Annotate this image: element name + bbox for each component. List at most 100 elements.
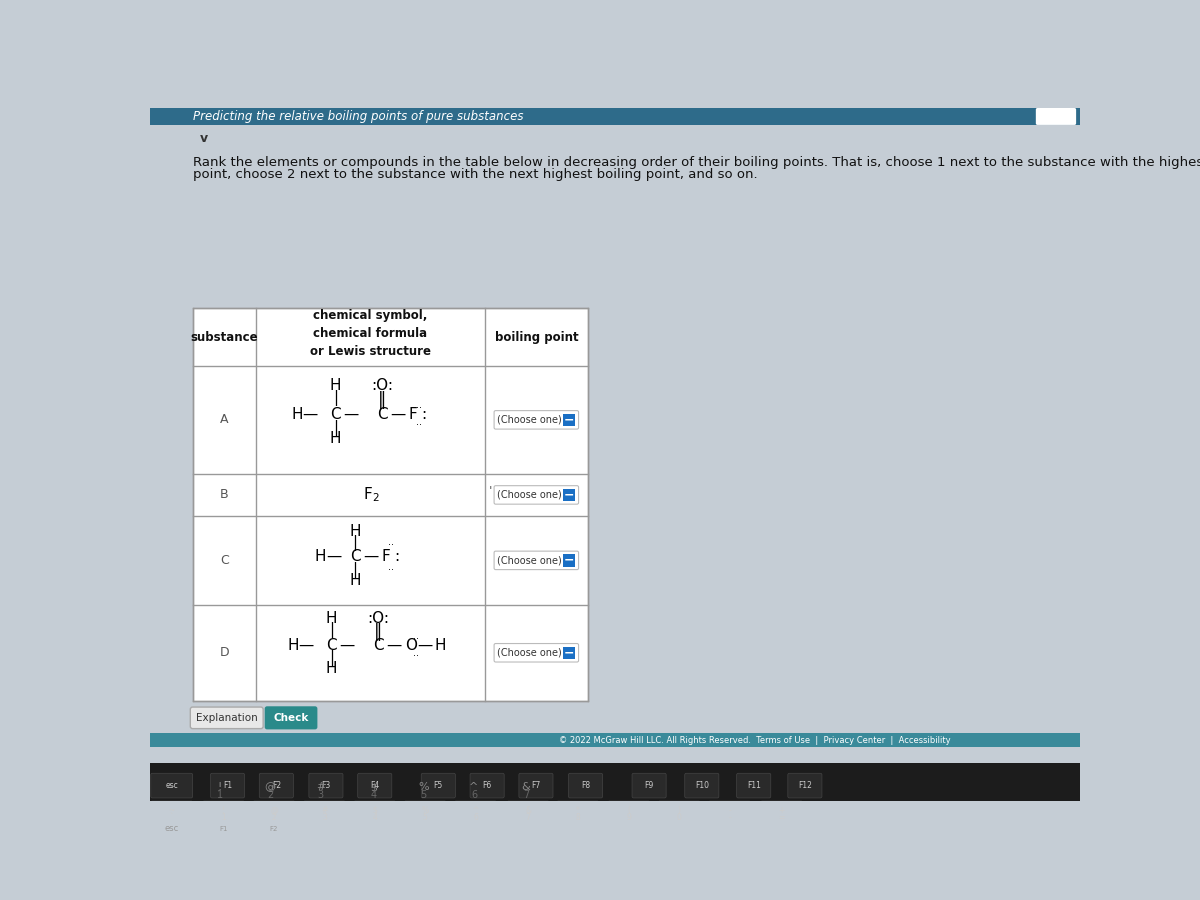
Text: 6: 6 (470, 790, 478, 800)
Text: H: H (349, 525, 361, 539)
Text: esc: esc (164, 824, 179, 833)
Text: |: | (334, 419, 338, 436)
Bar (563, 646, 576, 659)
Text: H: H (326, 610, 337, 626)
Text: Explanation: Explanation (196, 713, 258, 723)
Text: |: | (353, 562, 358, 578)
Text: :O:: :O: (367, 610, 389, 626)
FancyBboxPatch shape (203, 801, 245, 825)
Text: —: — (343, 407, 359, 422)
Text: Rank the elements or compounds in the table below in decreasing order of their b: Rank the elements or compounds in the ta… (193, 156, 1200, 168)
Text: C: C (349, 549, 360, 564)
Text: !: ! (217, 782, 222, 792)
Text: −: − (564, 489, 575, 501)
FancyBboxPatch shape (354, 801, 396, 825)
Text: ..: .. (389, 537, 395, 547)
Text: :: : (421, 407, 426, 422)
FancyBboxPatch shape (210, 773, 245, 798)
Text: 6: 6 (473, 813, 478, 822)
Text: 5: 5 (422, 813, 427, 822)
Text: 2: 2 (266, 790, 274, 800)
FancyBboxPatch shape (259, 773, 293, 798)
Text: @: @ (270, 806, 278, 814)
Text: —: — (302, 407, 318, 422)
Bar (193, 308, 588, 701)
Bar (150, 762, 1080, 801)
Text: 3: 3 (318, 790, 324, 800)
Text: —: — (386, 637, 401, 652)
Text: —: — (299, 637, 313, 652)
FancyBboxPatch shape (659, 801, 701, 825)
Text: F: F (409, 407, 418, 422)
Text: H: H (314, 549, 326, 564)
Text: v: v (200, 132, 209, 145)
FancyBboxPatch shape (494, 644, 578, 662)
Text: 9: 9 (626, 813, 631, 822)
FancyBboxPatch shape (308, 773, 343, 798)
FancyBboxPatch shape (557, 801, 599, 825)
Bar (563, 414, 576, 426)
FancyBboxPatch shape (494, 551, 578, 570)
Text: (Choose one): (Choose one) (497, 648, 562, 658)
Text: :O:: :O: (371, 379, 394, 393)
Text: F7: F7 (532, 781, 540, 790)
Text: 5: 5 (420, 790, 427, 800)
Text: -: - (728, 806, 731, 814)
Text: F8: F8 (581, 781, 590, 790)
Text: ^: ^ (473, 806, 479, 814)
Text: F: F (364, 488, 372, 502)
Text: 1: 1 (217, 790, 223, 800)
Text: |: | (353, 536, 358, 552)
Text: —: — (362, 549, 378, 564)
Bar (563, 554, 576, 566)
Text: :: : (395, 549, 400, 564)
Text: F2: F2 (270, 825, 278, 832)
Text: %: % (421, 806, 428, 814)
FancyBboxPatch shape (569, 773, 602, 798)
Text: (: ( (628, 806, 630, 814)
Text: (Choose one): (Choose one) (497, 415, 562, 425)
Text: =: = (779, 813, 785, 822)
Bar (150, 734, 1080, 747)
Text: F6: F6 (482, 781, 492, 790)
Text: C: C (326, 637, 337, 652)
FancyBboxPatch shape (632, 773, 666, 798)
Text: −: − (564, 413, 575, 427)
Text: ‖: ‖ (378, 391, 386, 409)
Text: &: & (526, 806, 532, 814)
FancyBboxPatch shape (253, 801, 295, 825)
Text: `: ` (169, 813, 174, 822)
Text: 8: 8 (576, 813, 580, 822)
FancyBboxPatch shape (494, 410, 578, 429)
Text: D: D (220, 646, 229, 660)
FancyBboxPatch shape (191, 707, 263, 729)
Text: (Choose one): (Choose one) (497, 490, 562, 500)
Text: ‖: ‖ (374, 623, 383, 641)
Text: 3: 3 (322, 813, 326, 822)
Text: 4: 4 (372, 813, 377, 822)
Text: O: O (404, 637, 416, 652)
Text: F2: F2 (271, 781, 281, 790)
Text: -: - (728, 813, 731, 822)
FancyBboxPatch shape (709, 801, 751, 825)
Text: C: C (377, 407, 388, 422)
Text: H: H (434, 637, 446, 652)
Text: A: A (220, 413, 229, 427)
Text: H: H (287, 637, 299, 652)
Text: F10: F10 (695, 781, 709, 790)
Text: 0: 0 (677, 813, 682, 822)
FancyBboxPatch shape (737, 773, 770, 798)
Text: C: C (330, 407, 341, 422)
Text: F4: F4 (370, 781, 379, 790)
FancyBboxPatch shape (358, 773, 391, 798)
Text: |: | (334, 390, 338, 406)
FancyBboxPatch shape (788, 773, 822, 798)
Text: H: H (349, 573, 361, 588)
Text: +: + (779, 806, 785, 814)
Text: @: @ (264, 782, 276, 792)
Text: ^: ^ (469, 782, 479, 792)
Text: 2: 2 (271, 813, 276, 822)
Text: ): ) (678, 806, 680, 814)
Text: (Choose one): (Choose one) (497, 555, 562, 565)
Text: H: H (326, 662, 337, 677)
